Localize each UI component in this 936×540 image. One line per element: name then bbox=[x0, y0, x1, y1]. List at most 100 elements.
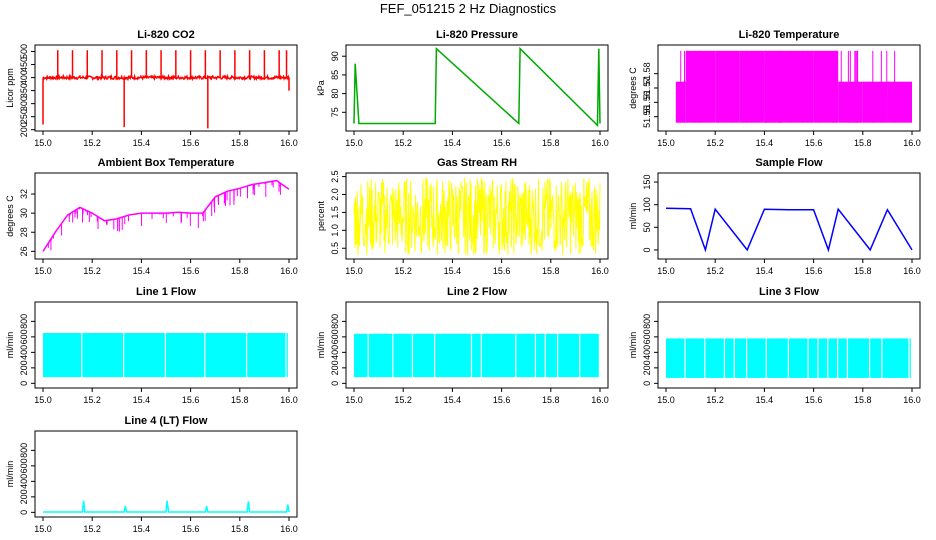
panel-5-ylabel: percent bbox=[316, 200, 326, 231]
panel-6-ytick-label: 150 bbox=[642, 175, 652, 190]
panel-9-band bbox=[705, 338, 724, 378]
panel-6-ytick-label: 0 bbox=[642, 247, 652, 252]
panel-2-xtick-label: 15.8 bbox=[542, 138, 560, 148]
panel-3-xtick-label: 16.0 bbox=[903, 138, 921, 148]
panel-9-band bbox=[666, 338, 685, 378]
panel-2-xtick-label: 16.0 bbox=[591, 138, 609, 148]
panel-8-band bbox=[354, 333, 368, 378]
panel-10-title: Line 4 (LT) Flow bbox=[125, 415, 208, 427]
panel-9-ytick-label: 200 bbox=[642, 360, 652, 375]
panel-9-band bbox=[808, 338, 818, 378]
panel-1-ylabel: Licor ppm bbox=[5, 68, 15, 108]
panel-6-xtick-label: 16.0 bbox=[903, 266, 921, 276]
panel-8-band bbox=[413, 333, 434, 378]
panel-9-band bbox=[734, 338, 746, 378]
panel-4-xtick-label: 15.6 bbox=[182, 266, 200, 276]
panel-5-xtick-label: 15.6 bbox=[493, 266, 511, 276]
panel-1-ytick-label: 350 bbox=[19, 83, 29, 98]
panel-8-band bbox=[536, 333, 545, 378]
panel-3-ytick-label: 51.55 bbox=[642, 105, 652, 128]
panel-4: Ambient Box Temperature degrees C 15.0 15.2… bbox=[5, 157, 298, 276]
panel-7-xtick-label: 15.4 bbox=[133, 395, 151, 405]
panel-4-ytick-label: 28 bbox=[19, 227, 29, 237]
panel-9-band bbox=[766, 338, 788, 378]
panel-7-ytick-label: 200 bbox=[19, 360, 29, 375]
panel-9-frame bbox=[657, 301, 921, 389]
panel-5-xtick-label: 16.0 bbox=[591, 266, 609, 276]
panel-10-frame bbox=[34, 430, 298, 518]
panel-1-xtick-label: 16.0 bbox=[280, 138, 298, 148]
panel-4-frame bbox=[34, 172, 298, 260]
panel-6: Sample Flow ml/min 15.0 15.2 15.4 15.6 15.8 16.… bbox=[628, 157, 921, 276]
panel-5-ytick-label: 0.5 bbox=[330, 242, 340, 255]
panel-10-data bbox=[43, 500, 290, 513]
panel-9-ytick-label: 400 bbox=[642, 345, 652, 360]
figure-title: FEF_051215 2 Hz Diagnostics bbox=[379, 1, 557, 16]
panel-7-xtick-label: 16.0 bbox=[280, 395, 298, 405]
panel-5: Gas Stream RH percent 15.0 15.2 15.4 15.6 15.8… bbox=[316, 157, 609, 276]
panel-1-data bbox=[42, 50, 290, 129]
panel-3-xtick-label: 15.0 bbox=[657, 138, 675, 148]
panel-3: Li-820 Temperature degrees C 15.0 15.2 15.4 1… bbox=[628, 29, 921, 148]
panel-8-ytick-label: 800 bbox=[330, 314, 340, 329]
panel-7: Line 1 Flow ml/min 15.0 15.2 15.4 15.6 15.8 16.… bbox=[5, 286, 298, 405]
panel-9-ylabel: ml/min bbox=[628, 332, 638, 359]
panel-8-band bbox=[472, 333, 481, 378]
panel-8-xtick-label: 15.4 bbox=[444, 395, 462, 405]
panel-3-xtick-label: 15.8 bbox=[854, 138, 872, 148]
panel-5-frame bbox=[345, 172, 609, 260]
panel-2-ytick-label: 75 bbox=[330, 107, 340, 117]
panel-10-xtick-label: 15.8 bbox=[231, 524, 249, 534]
panel-4-ytick-label: 30 bbox=[19, 208, 29, 218]
panel-9-band bbox=[838, 338, 847, 378]
panel-1-ytick-label: 500 bbox=[19, 44, 29, 59]
panel-1-xtick-label: 15.6 bbox=[182, 138, 200, 148]
panel-8-band bbox=[368, 333, 393, 378]
panel-5-xtick-label: 15.8 bbox=[542, 266, 560, 276]
panel-8-ytick-label: 400 bbox=[330, 345, 340, 360]
panel-6-series-line bbox=[665, 207, 913, 253]
panel-8-title: Line 2 Flow bbox=[447, 286, 507, 298]
panel-3-xtick-label: 15.2 bbox=[706, 138, 724, 148]
panel-6-ylabel: ml/min bbox=[628, 203, 638, 230]
panel-7-band bbox=[82, 332, 123, 378]
panel-7-ytick-label: 800 bbox=[19, 314, 29, 329]
panel-7-xtick-label: 15.8 bbox=[231, 395, 249, 405]
panel-4-series-line bbox=[42, 179, 290, 252]
panel-2-ytick-label: 85 bbox=[330, 70, 340, 80]
panel-6-xtick-label: 15.4 bbox=[756, 266, 774, 276]
panel-10-ytick-label: 600 bbox=[19, 458, 29, 473]
panel-3-ytick-label: 51.57 bbox=[642, 77, 652, 100]
panel-8-band bbox=[393, 333, 412, 378]
panel-10-ytick-label: 400 bbox=[19, 474, 29, 489]
panel-8-xtick-label: 15.8 bbox=[542, 395, 560, 405]
panel-8-ytick-label: 0 bbox=[330, 381, 340, 386]
panel-8-band bbox=[545, 333, 557, 378]
panel-2-xtick-label: 15.4 bbox=[444, 138, 462, 148]
panel-2-title: Li-820 Pressure bbox=[436, 29, 518, 41]
panel-10-ylabel: ml/min bbox=[5, 461, 15, 488]
panel-5-ytick-label: 2.0 bbox=[330, 188, 340, 201]
panel-1-ytick-label: 250 bbox=[19, 109, 29, 124]
panel-3-xtick-label: 15.4 bbox=[756, 138, 774, 148]
panel-8-ylabel: ml/min bbox=[316, 332, 326, 359]
panel-3-level-block bbox=[789, 50, 814, 123]
panel-7-ylabel: ml/min bbox=[5, 332, 15, 359]
panel-10-ytick-label: 800 bbox=[19, 443, 29, 458]
panel-9-ytick-label: 800 bbox=[642, 314, 652, 329]
panel-1-title: Li-820 CO2 bbox=[137, 29, 194, 41]
panel-4-ytick-label: 26 bbox=[19, 246, 29, 256]
panel-9-title: Line 3 Flow bbox=[759, 286, 819, 298]
panel-10-series-line bbox=[43, 500, 290, 513]
panel-3-ytick-label: 51.56 bbox=[642, 91, 652, 114]
panel-10-xtick-label: 16.0 bbox=[280, 524, 298, 534]
panel-8-ytick-label: 200 bbox=[330, 360, 340, 375]
panel-9-band bbox=[909, 338, 911, 378]
panel-10-xtick-label: 15.2 bbox=[83, 524, 101, 534]
panel-1-baseline-line bbox=[42, 73, 290, 82]
panel-7-xtick-label: 15.2 bbox=[83, 395, 101, 405]
panel-2-ylabel: kPa bbox=[316, 80, 326, 96]
panel-9-xtick-label: 15.4 bbox=[756, 395, 774, 405]
panel-2-ytick-label: 80 bbox=[330, 89, 340, 99]
